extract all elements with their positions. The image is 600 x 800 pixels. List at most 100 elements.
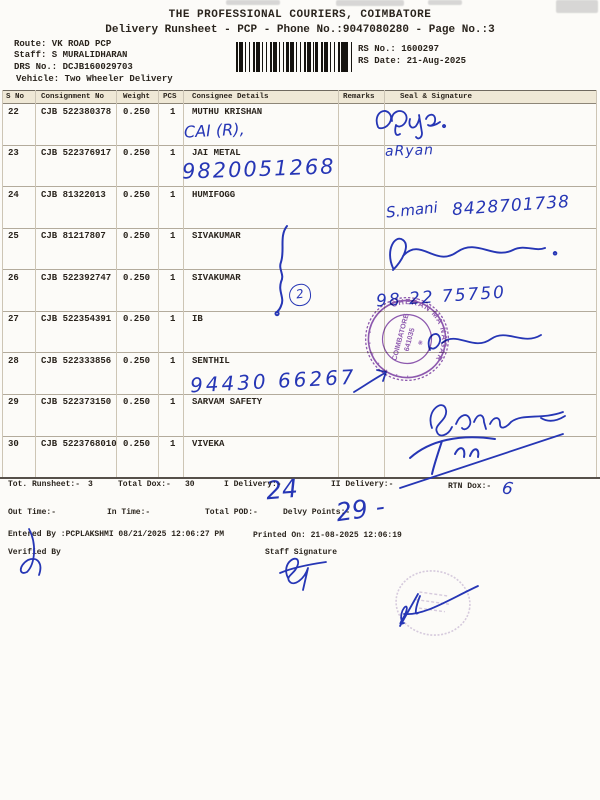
cell-consignment: CJB 522354391 bbox=[41, 314, 112, 324]
cell-consignment: CJB 522380378 bbox=[41, 106, 112, 117]
cell-weight: 0.250 bbox=[123, 314, 151, 324]
cell-consignment: CJB 522392747 bbox=[41, 272, 112, 283]
column-border bbox=[384, 90, 385, 477]
ii-delivery-label: II Delivery:- bbox=[331, 480, 394, 489]
handwriting-brace bbox=[274, 225, 288, 317]
signature-row-25 bbox=[389, 237, 558, 271]
table-row: 27 CJB 522354391 0.250 1 IB bbox=[0, 311, 600, 352]
cell-consignee: SARVAM SAFETY bbox=[192, 397, 263, 407]
delvy-points-label: Delvy Points:- bbox=[283, 508, 351, 517]
faint-round-stamp bbox=[388, 563, 479, 644]
row-divider bbox=[2, 186, 597, 187]
row-divider bbox=[2, 269, 597, 270]
column-border bbox=[158, 90, 159, 477]
signature-row-29 bbox=[429, 404, 566, 437]
row-divider bbox=[2, 228, 597, 229]
signature-row-27 bbox=[427, 333, 542, 351]
drs-no-line: DRS No.: DCJB160029703 bbox=[14, 62, 133, 72]
staff-signature-label: Staff Signature bbox=[265, 548, 338, 557]
cell-sno: 26 bbox=[8, 272, 19, 283]
cell-pcs: 1 bbox=[170, 397, 176, 407]
stamp-ring-text: CHERAN MA NAGAR bbox=[378, 292, 458, 364]
cell-consignee: JAI METAL bbox=[192, 148, 241, 158]
col-header-consignment: Consignment No bbox=[41, 93, 105, 101]
column-border bbox=[35, 90, 36, 477]
handwriting-cai-note: CAI (R), bbox=[183, 119, 246, 142]
cell-weight: 0.250 bbox=[123, 148, 151, 158]
table-header-border bbox=[2, 103, 597, 104]
cell-consignee: MUTHU KRISHAN bbox=[192, 106, 263, 117]
total-dox-value: 30 bbox=[185, 480, 195, 489]
rs-no-line: RS No.: 1600297 bbox=[358, 44, 440, 54]
cell-pcs: 1 bbox=[170, 106, 176, 117]
route-line: Route: VK ROAD PCP bbox=[14, 39, 112, 49]
total-pod-label: Total POD:- bbox=[205, 508, 258, 517]
total-dox-label: Total Dox:- bbox=[118, 480, 171, 489]
cell-sno: 25 bbox=[8, 231, 19, 241]
entered-by-line: Entered By :PCPLAKSHMI 08/21/2025 12:06:… bbox=[8, 530, 225, 539]
scan-smudge bbox=[226, 0, 280, 5]
handwriting-aryan-signature: aRyan bbox=[384, 142, 435, 160]
cell-pcs: 1 bbox=[170, 438, 176, 449]
cell-sno: 24 bbox=[8, 189, 19, 200]
cell-consignment: CJB 522373150 bbox=[41, 397, 112, 407]
cell-pcs: 1 bbox=[170, 189, 176, 200]
cell-sno: 23 bbox=[8, 148, 19, 158]
table-header-background bbox=[2, 90, 597, 104]
scan-smudge bbox=[556, 0, 598, 13]
col-header-sno: S No bbox=[6, 93, 25, 101]
table-row: 22 CJB 522380378 0.250 1 MUTHU KRISHAN bbox=[0, 104, 600, 145]
table-row: 25 CJB 81217807 0.250 1 SIVAKUMAR bbox=[0, 228, 600, 269]
cell-sno: 28 bbox=[8, 355, 19, 366]
table-row: 26 CJB 522392747 0.250 1 SIVAKUMAR bbox=[0, 270, 600, 311]
cell-pcs: 1 bbox=[170, 272, 176, 283]
cell-consignment: CJB 522333856 bbox=[41, 355, 112, 366]
col-header-seal: Seal & Signature bbox=[400, 93, 473, 101]
cell-consignment: CJB 5223768010 bbox=[41, 438, 117, 449]
table-top-border bbox=[2, 90, 597, 91]
printed-on-line: Printed On: 21-08-2025 12:06:19 bbox=[253, 531, 402, 540]
cell-consignment: CJB 81217807 bbox=[41, 231, 106, 241]
row-divider bbox=[2, 352, 597, 353]
tot-runsheet-value: 3 bbox=[88, 480, 93, 489]
verified-by-mark bbox=[19, 528, 42, 576]
column-border bbox=[183, 90, 184, 477]
runsheet-barcode bbox=[236, 42, 355, 72]
cell-sno: 22 bbox=[8, 106, 19, 117]
company-title: THE PROFESSIONAL COURIERS, COIMBATORE bbox=[168, 9, 432, 21]
i-delivery-label: I Delivery:- bbox=[224, 480, 282, 489]
cell-consignment: CJB 522376917 bbox=[41, 148, 112, 158]
cell-pcs: 1 bbox=[170, 231, 176, 241]
table-row: 30 CJB 5223768010 0.250 1 VIVEKA bbox=[0, 436, 600, 477]
cell-sno: 29 bbox=[8, 397, 19, 407]
handwriting-jai-phone: 9820051268 bbox=[181, 154, 336, 184]
vehicle-line: Vehicle: Two Wheeler Delivery bbox=[16, 74, 173, 84]
cell-pcs: 1 bbox=[170, 148, 176, 158]
col-header-remarks: Remarks bbox=[343, 93, 375, 101]
verified-by-label: Verified By bbox=[8, 548, 61, 557]
scan-smudge bbox=[428, 0, 462, 5]
cell-weight: 0.250 bbox=[123, 272, 151, 283]
stamp-emblem-icon: ❋ bbox=[415, 339, 426, 347]
scan-smudge bbox=[336, 0, 404, 6]
in-time-label: In Time:- bbox=[107, 508, 151, 517]
runsheet-subtitle: Delivery Runsheet - PCP - Phone No.:9047… bbox=[105, 24, 495, 36]
table-bottom-border bbox=[0, 477, 600, 479]
cell-pcs: 1 bbox=[170, 355, 176, 366]
cell-weight: 0.250 bbox=[123, 106, 151, 117]
column-border bbox=[338, 90, 339, 477]
bottom-signature-ink bbox=[399, 585, 479, 627]
cell-consignee: IB bbox=[192, 314, 203, 324]
rs-date-line: RS Date: 21-Aug-2025 bbox=[358, 56, 467, 66]
row-divider bbox=[2, 394, 597, 395]
cell-weight: 0.250 bbox=[123, 189, 151, 200]
out-time-label: Out Time:- bbox=[8, 508, 57, 517]
cell-sno: 30 bbox=[8, 438, 19, 449]
cell-weight: 0.250 bbox=[123, 355, 151, 366]
tot-runsheet-label: Tot. Runsheet:- bbox=[8, 480, 81, 489]
table-row: 23 CJB 522376917 0.250 1 JAI METAL bbox=[0, 145, 600, 186]
cell-consignee: VIVEKA bbox=[192, 438, 225, 449]
cell-weight: 0.250 bbox=[123, 397, 151, 407]
signature-row-30 bbox=[399, 433, 564, 489]
